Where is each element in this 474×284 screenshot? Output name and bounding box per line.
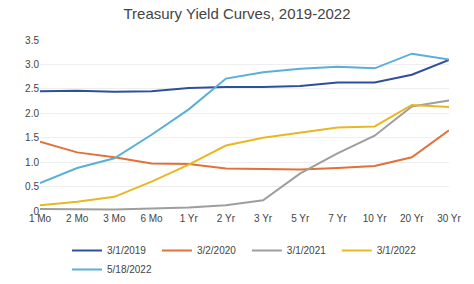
svg-text:1.0: 1.0: [25, 157, 39, 168]
svg-text:3/1/2021: 3/1/2021: [287, 245, 326, 256]
svg-text:2 Mo: 2 Mo: [66, 213, 89, 224]
svg-text:3 Mo: 3 Mo: [103, 213, 126, 224]
svg-text:2.0: 2.0: [25, 108, 39, 119]
svg-text:2 Yr: 2 Yr: [217, 213, 236, 224]
svg-text:5 Yr: 5 Yr: [291, 213, 310, 224]
svg-text:3/2/2020: 3/2/2020: [197, 245, 236, 256]
svg-text:3 Yr: 3 Yr: [254, 213, 273, 224]
svg-text:0: 0: [33, 206, 39, 217]
svg-text:7 Yr: 7 Yr: [328, 213, 347, 224]
svg-text:3.5: 3.5: [25, 35, 39, 46]
svg-text:0.5: 0.5: [25, 181, 39, 192]
svg-text:3/1/2019: 3/1/2019: [107, 245, 146, 256]
svg-text:3.0: 3.0: [25, 59, 39, 70]
svg-text:Treasury Yield Curves, 2019-20: Treasury Yield Curves, 2019-2022: [123, 5, 350, 22]
svg-text:6 Mo: 6 Mo: [140, 213, 163, 224]
svg-text:20 Yr: 20 Yr: [400, 213, 424, 224]
svg-text:1 Mo: 1 Mo: [29, 213, 52, 224]
svg-text:1.5: 1.5: [25, 132, 39, 143]
svg-text:5/18/2022: 5/18/2022: [107, 264, 152, 275]
svg-text:30 Yr: 30 Yr: [437, 213, 461, 224]
svg-text:2.5: 2.5: [25, 83, 39, 94]
svg-text:1 Yr: 1 Yr: [180, 213, 199, 224]
svg-text:10 Yr: 10 Yr: [363, 213, 387, 224]
svg-text:3/1/2022: 3/1/2022: [377, 245, 416, 256]
